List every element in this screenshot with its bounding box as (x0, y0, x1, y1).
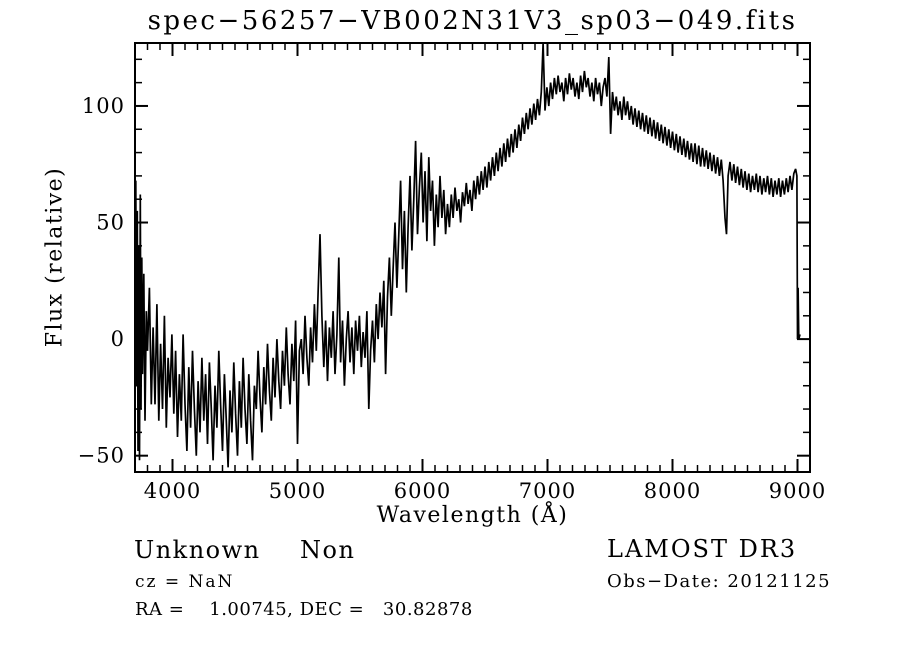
x-axis-label: Wavelength (Å) (376, 503, 569, 528)
x-tick-label: 9000 (769, 479, 826, 503)
plot-box (134, 42, 811, 473)
y-tick-label: 50 (96, 211, 125, 235)
survey-release-label: LAMOST DR3 (607, 535, 798, 563)
y-axis-label: Flux (relative) (42, 166, 68, 348)
x-tick-label: 4000 (144, 479, 201, 503)
y-tick-label: 100 (82, 94, 125, 118)
y-tick-label: 0 (111, 327, 125, 351)
object-class-label: Unknown (134, 536, 261, 564)
spectrum-line (134, 42, 801, 468)
object-subclass-label: Non (300, 536, 356, 564)
y-tick-label: −50 (78, 444, 125, 468)
x-tick-label: 8000 (644, 479, 701, 503)
x-tick-label: 7000 (519, 479, 576, 503)
page-title: spec−56257−VB002N31V3_sp03−049.fits (147, 6, 798, 36)
x-tick-label: 5000 (269, 479, 326, 503)
x-tick-label: 6000 (394, 479, 451, 503)
ra-dec-text: RA = 1.00745, DEC = 30.82878 (135, 599, 473, 620)
obs-date-text: Obs−Date: 20121125 (607, 571, 832, 592)
cz-value-text: cz = NaN (135, 572, 235, 592)
